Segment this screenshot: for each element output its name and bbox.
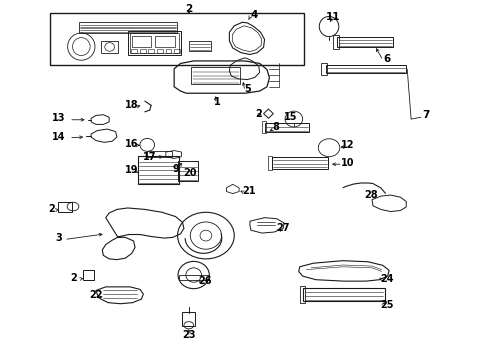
Text: 6: 6 [383,54,391,64]
Text: 7: 7 [422,111,429,121]
Text: 11: 11 [326,12,340,22]
Bar [265,123,309,132]
Bar [189,41,211,51]
Bar [272,157,328,168]
Text: 14: 14 [51,132,65,142]
Bar [337,37,393,47]
Bar [321,63,327,75]
Bar [269,156,272,170]
Text: 1: 1 [214,97,220,107]
Bar [166,49,171,53]
Bar [191,67,240,84]
Text: 24: 24 [380,274,393,284]
Bar [132,36,151,47]
Text: 23: 23 [182,330,196,340]
Bar [128,31,181,55]
Text: 4: 4 [250,10,257,20]
Text: 18: 18 [125,100,139,111]
Bar [83,270,94,280]
Bar [101,41,118,53]
Bar [157,49,163,53]
Text: 10: 10 [341,158,354,168]
Bar [138,156,179,184]
Bar [182,312,195,326]
Bar [303,288,385,301]
Bar [300,286,305,303]
Text: 9: 9 [172,164,179,174]
Text: 28: 28 [364,190,378,200]
Bar [130,33,179,53]
Text: 12: 12 [341,140,354,150]
Text: 2: 2 [71,273,77,283]
Text: 2: 2 [185,4,193,14]
Text: 2: 2 [255,109,262,119]
Bar [49,13,304,65]
Bar [58,202,72,212]
Text: 25: 25 [380,300,393,310]
Text: 8: 8 [272,122,279,132]
Text: 16: 16 [125,139,138,149]
Bar [131,49,137,53]
Text: 22: 22 [89,291,103,301]
Text: 26: 26 [198,276,212,286]
Text: 20: 20 [184,168,197,178]
Bar [262,121,266,134]
Text: 5: 5 [245,84,251,94]
Text: 21: 21 [242,186,256,197]
Bar [333,35,339,49]
Bar [174,49,180,53]
Text: 3: 3 [55,233,62,243]
Bar [79,22,176,33]
Text: 13: 13 [51,113,65,123]
Bar [148,49,154,53]
Text: 27: 27 [276,224,290,233]
Text: 2: 2 [49,204,55,214]
Bar [179,275,209,280]
Bar [155,36,174,47]
Bar [140,49,146,53]
Bar [326,65,406,73]
Bar [147,151,172,157]
Bar [177,161,198,181]
Text: 15: 15 [284,112,298,122]
Text: 17: 17 [143,152,156,162]
Text: 19: 19 [125,165,138,175]
